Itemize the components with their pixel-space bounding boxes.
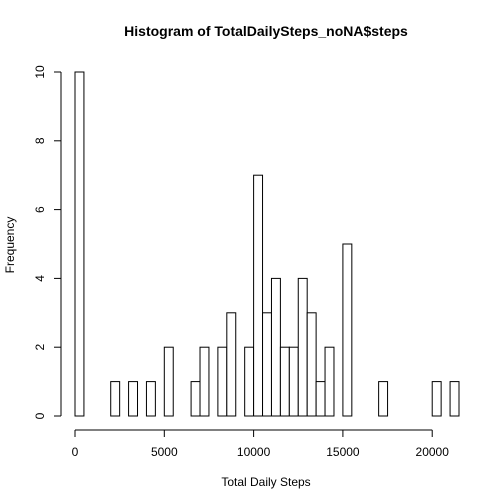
histogram-bar [432,382,441,416]
y-axis-label: Frequency [3,217,17,274]
histogram-bar [227,313,236,416]
x-tick-label: 10000 [237,445,271,459]
histogram-bar [146,382,155,416]
y-tick-label: 4 [33,275,47,282]
y-tick-label: 8 [33,137,47,144]
x-tick-label: 20000 [416,445,450,459]
histogram-bar [289,347,298,416]
histogram-bar [271,278,280,416]
y-tick-label: 10 [33,65,47,79]
histogram-bar [316,382,325,416]
histogram-bar [191,382,200,416]
histogram-bar [75,72,84,416]
histogram-bar [450,382,459,416]
histogram-bar [307,313,316,416]
histogram-bar [200,347,209,416]
y-axis: 0 2 4 6 8 10 [33,65,61,419]
y-tick-label: 0 [33,412,47,419]
histogram-bar [254,175,263,416]
x-axis-label: Total Daily Steps [221,475,310,489]
histogram-bar [325,347,334,416]
histogram-bar [245,347,254,416]
histogram-bar [218,347,227,416]
x-tick-label: 15000 [326,445,360,459]
histogram-bar [343,244,352,416]
y-tick-label: 6 [33,206,47,213]
histogram-bar [298,278,307,416]
y-tick-label: 2 [33,344,47,351]
histogram-bar [263,313,272,416]
histogram-bar [280,347,289,416]
x-tick-label: 5000 [151,445,178,459]
chart-title: Histogram of TotalDailySteps_noNA$steps [124,23,408,39]
histogram-bars [75,72,459,416]
histogram-bar [379,382,388,416]
histogram-bar [164,347,173,416]
histogram-bar [111,382,120,416]
x-tick-label: 0 [72,445,79,459]
histogram-bar [129,382,138,416]
x-axis: 0 5000 10000 15000 20000 [72,430,450,459]
